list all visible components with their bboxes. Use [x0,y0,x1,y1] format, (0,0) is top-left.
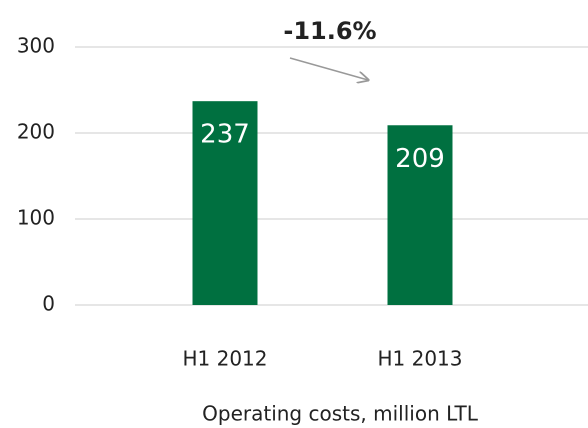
x-tick-label: H1 2012 [182,347,267,371]
y-tick-label: 100 [17,206,55,230]
y-tick-label: 200 [17,120,55,144]
bar [192,101,258,306]
data-label: 237 [200,120,250,150]
y-tick-label: 0 [42,292,55,316]
data-label: 209 [395,144,445,174]
annotation: -11.6% [283,17,376,45]
x-axis-label: Operating costs, million LTL [202,402,479,426]
x-tick-label: H1 2013 [377,347,462,371]
bar [387,125,453,305]
arrow [289,57,368,80]
y-tick-label: 300 [17,34,55,58]
